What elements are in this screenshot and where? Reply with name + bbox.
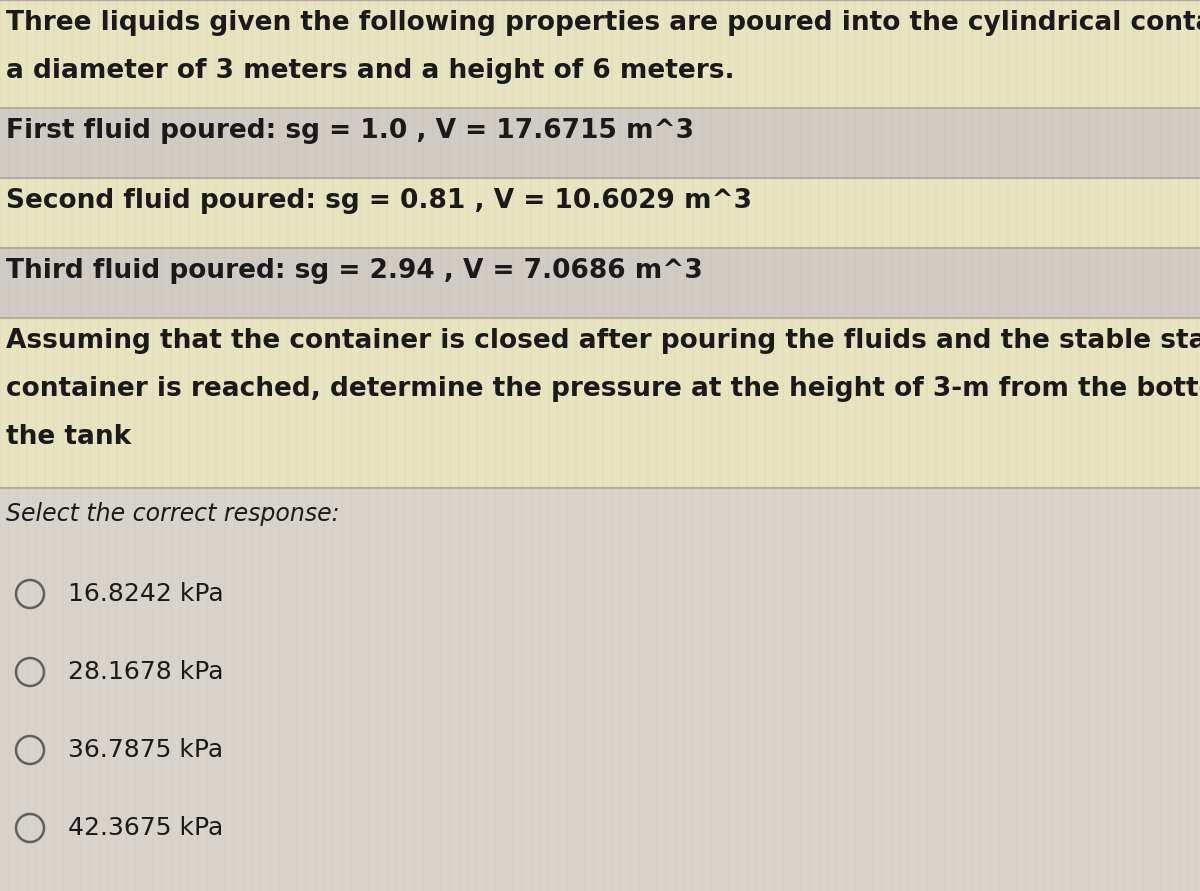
Text: container is reached, determine the pressure at the height of 3-m from the botto: container is reached, determine the pres… bbox=[6, 376, 1200, 402]
Text: Three liquids given the following properties are poured into the cylindrical con: Three liquids given the following proper… bbox=[6, 10, 1200, 36]
Bar bbox=[0, 248, 1200, 318]
Text: the tank: the tank bbox=[6, 424, 131, 450]
Text: 16.8242 kPa: 16.8242 kPa bbox=[68, 582, 223, 606]
Text: Second fluid poured: sg = 0.81 , V = 10.6029 m^3: Second fluid poured: sg = 0.81 , V = 10.… bbox=[6, 188, 752, 214]
Text: 28.1678 kPa: 28.1678 kPa bbox=[68, 660, 223, 684]
Bar bbox=[0, 318, 1200, 488]
Text: a diameter of 3 meters and a height of 6 meters.: a diameter of 3 meters and a height of 6… bbox=[6, 58, 734, 84]
Text: Assuming that the container is closed after pouring the fluids and the stable st: Assuming that the container is closed af… bbox=[6, 328, 1200, 354]
Text: 36.7875 kPa: 36.7875 kPa bbox=[68, 738, 223, 762]
Bar bbox=[0, 488, 1200, 891]
Bar bbox=[0, 178, 1200, 248]
Bar bbox=[0, 0, 1200, 108]
Text: First fluid poured: sg = 1.0 , V = 17.6715 m^3: First fluid poured: sg = 1.0 , V = 17.67… bbox=[6, 118, 694, 144]
Bar bbox=[0, 108, 1200, 178]
Text: Select the correct response:: Select the correct response: bbox=[6, 502, 340, 526]
Text: 42.3675 kPa: 42.3675 kPa bbox=[68, 816, 223, 840]
Text: Third fluid poured: sg = 2.94 , V = 7.0686 m^3: Third fluid poured: sg = 2.94 , V = 7.06… bbox=[6, 258, 703, 284]
